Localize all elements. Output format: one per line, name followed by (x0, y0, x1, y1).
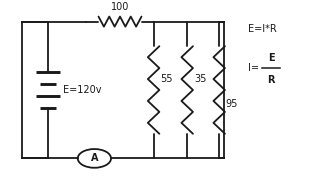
Text: 100: 100 (111, 2, 129, 12)
Text: I=: I= (248, 63, 259, 73)
Text: 95: 95 (225, 99, 237, 109)
Text: 55: 55 (161, 74, 173, 84)
Text: A: A (91, 153, 98, 163)
Text: 35: 35 (194, 74, 207, 84)
Text: E=120v: E=120v (63, 85, 102, 95)
Text: R: R (267, 75, 275, 85)
Text: E: E (268, 53, 274, 63)
Text: E=I*R: E=I*R (248, 24, 277, 34)
